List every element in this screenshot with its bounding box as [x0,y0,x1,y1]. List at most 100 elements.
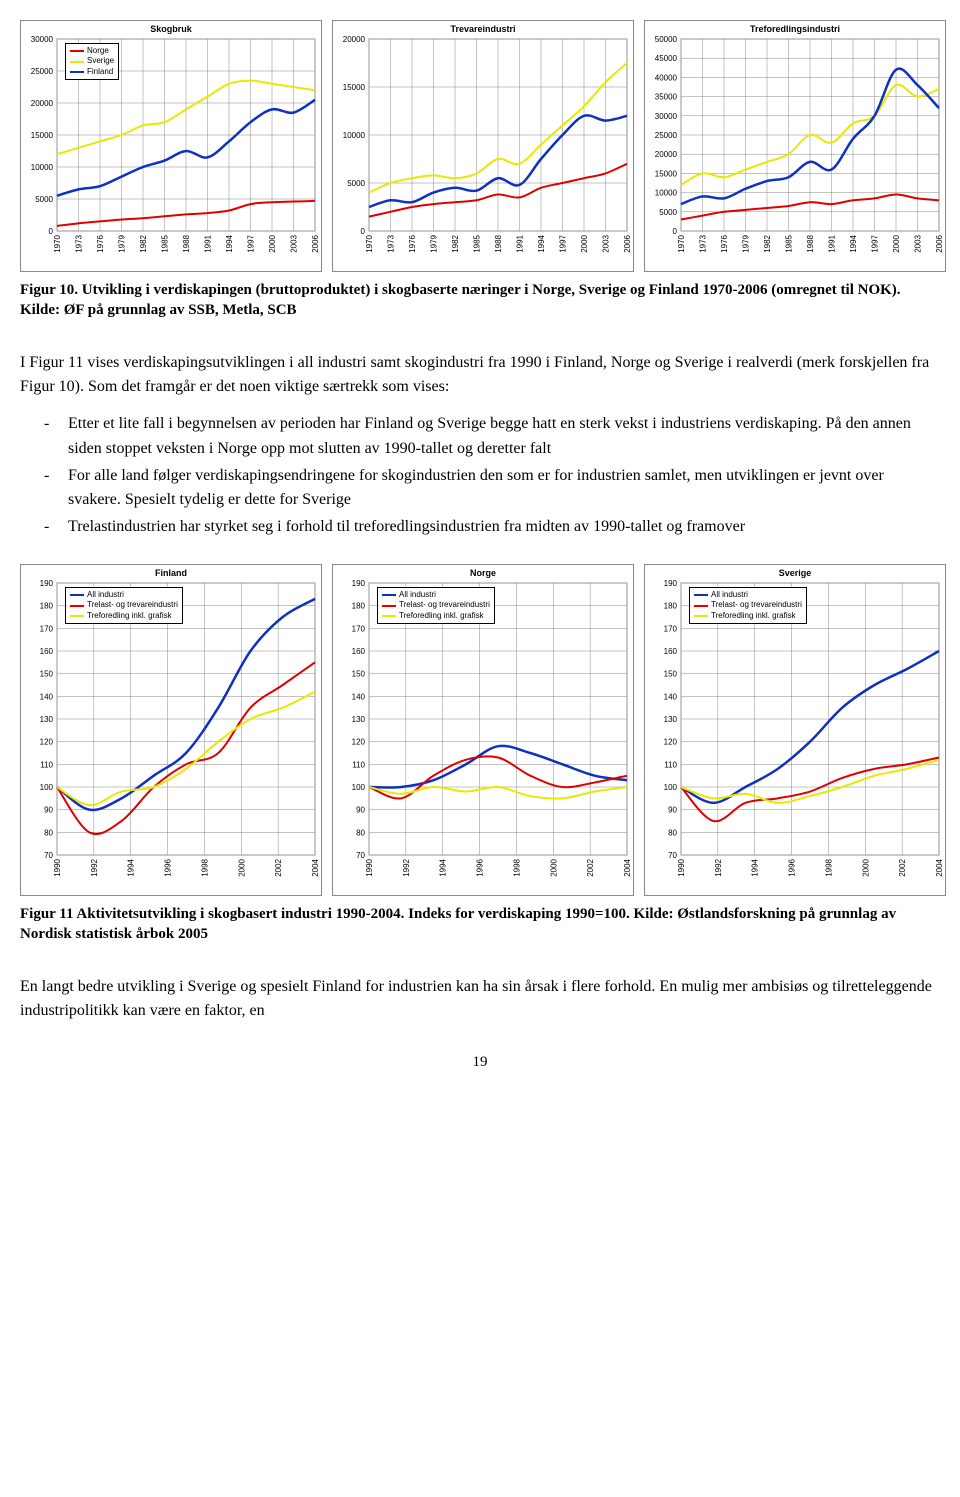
svg-text:180: 180 [664,602,678,611]
svg-text:110: 110 [40,760,53,769]
svg-text:2002: 2002 [274,859,283,877]
svg-text:1994: 1994 [751,859,760,877]
svg-text:120: 120 [352,738,366,747]
svg-text:1994: 1994 [849,234,858,252]
svg-text:1970: 1970 [677,234,686,252]
svg-text:1970: 1970 [365,234,374,252]
svg-text:70: 70 [668,851,677,860]
chart-row-2: 7080901001101201301401501601701801901990… [20,564,940,896]
svg-text:100: 100 [664,783,678,792]
svg-text:1985: 1985 [161,234,170,252]
svg-text:1991: 1991 [516,234,525,252]
svg-text:1998: 1998 [824,859,833,877]
chart-title: Sverige [645,568,945,578]
svg-text:10000: 10000 [343,131,366,140]
svg-text:1990: 1990 [677,859,686,877]
svg-text:1979: 1979 [430,234,439,252]
svg-text:2004: 2004 [623,859,632,877]
svg-text:1982: 1982 [763,234,772,252]
svg-text:1997: 1997 [559,234,568,252]
svg-text:25000: 25000 [31,67,54,76]
svg-text:2000: 2000 [580,234,589,252]
svg-text:1992: 1992 [402,859,411,877]
svg-text:1976: 1976 [408,234,417,252]
svg-text:1992: 1992 [90,859,99,877]
chart-sverige: 7080901001101201301401501601701801901990… [644,564,946,896]
svg-text:100: 100 [40,783,54,792]
svg-text:1997: 1997 [871,234,880,252]
svg-text:1970: 1970 [53,234,62,252]
svg-text:0: 0 [673,227,678,236]
paragraph-1: I Figur 11 vises verdiskapingsutviklinge… [20,351,940,401]
legend: All industriTrelast- og trevareindustriT… [689,587,807,624]
svg-text:190: 190 [40,579,54,588]
svg-text:2002: 2002 [586,859,595,877]
svg-text:1997: 1997 [247,234,256,252]
svg-text:1973: 1973 [387,234,396,252]
svg-text:25000: 25000 [655,131,678,140]
chart-row-1: 0500010000150002000025000300001970197319… [20,20,940,272]
svg-text:1973: 1973 [75,234,84,252]
svg-text:140: 140 [40,692,54,701]
svg-text:1990: 1990 [365,859,374,877]
svg-text:15000: 15000 [343,83,366,92]
svg-text:45000: 45000 [655,54,678,63]
svg-text:2006: 2006 [623,234,632,252]
chart-finland: 7080901001101201301401501601701801901990… [20,564,322,896]
svg-text:150: 150 [40,670,54,679]
svg-text:150: 150 [352,670,366,679]
svg-text:5000: 5000 [35,195,53,204]
svg-text:15000: 15000 [655,169,678,178]
svg-text:130: 130 [664,715,678,724]
svg-text:110: 110 [664,760,677,769]
svg-text:70: 70 [44,851,53,860]
svg-text:1982: 1982 [139,234,148,252]
svg-text:5000: 5000 [347,179,365,188]
chart-title: Treforedlingsindustri [645,24,945,34]
svg-text:2000: 2000 [268,234,277,252]
svg-text:160: 160 [40,647,54,656]
svg-text:1982: 1982 [451,234,460,252]
svg-text:20000: 20000 [31,99,54,108]
svg-text:140: 140 [352,692,366,701]
chart-title: Trevareindustri [333,24,633,34]
svg-text:180: 180 [40,602,54,611]
svg-text:80: 80 [668,828,677,837]
svg-text:15000: 15000 [31,131,54,140]
svg-text:10000: 10000 [31,163,54,172]
svg-text:2004: 2004 [935,859,944,877]
chart-title: Finland [21,568,321,578]
chart-treforedlingsindustri: 0500010000150002000025000300003500040000… [644,20,946,272]
page-number: 19 [20,1054,940,1071]
svg-text:1990: 1990 [53,859,62,877]
svg-text:1973: 1973 [699,234,708,252]
svg-text:1976: 1976 [96,234,105,252]
chart-trevareindustri: 0500010000150002000019701973197619791982… [332,20,634,272]
svg-text:2000: 2000 [549,859,558,877]
bullet-3: Trelastindustrien har styrket seg i forh… [68,515,940,540]
svg-text:190: 190 [664,579,678,588]
svg-text:2003: 2003 [914,234,923,252]
svg-text:120: 120 [40,738,54,747]
svg-text:1991: 1991 [828,234,837,252]
svg-text:1996: 1996 [476,859,485,877]
svg-text:2006: 2006 [935,234,944,252]
svg-text:130: 130 [352,715,366,724]
svg-text:2003: 2003 [602,234,611,252]
svg-text:190: 190 [352,579,366,588]
svg-text:2003: 2003 [290,234,299,252]
svg-text:20000: 20000 [343,35,366,44]
svg-text:1988: 1988 [182,234,191,252]
legend: All industriTrelast- og trevareindustriT… [377,587,495,624]
svg-text:1994: 1994 [439,859,448,877]
svg-text:1994: 1994 [537,234,546,252]
svg-text:1988: 1988 [494,234,503,252]
legend: NorgeSverigeFinland [65,43,119,80]
svg-text:90: 90 [668,806,677,815]
svg-text:5000: 5000 [659,208,677,217]
svg-text:35000: 35000 [655,93,678,102]
svg-text:70: 70 [356,851,365,860]
bullet-list: Etter et lite fall i begynnelsen av peri… [20,412,940,540]
paragraph-2: En langt bedre utvikling i Sverige og sp… [20,975,940,1025]
svg-text:150: 150 [664,670,678,679]
